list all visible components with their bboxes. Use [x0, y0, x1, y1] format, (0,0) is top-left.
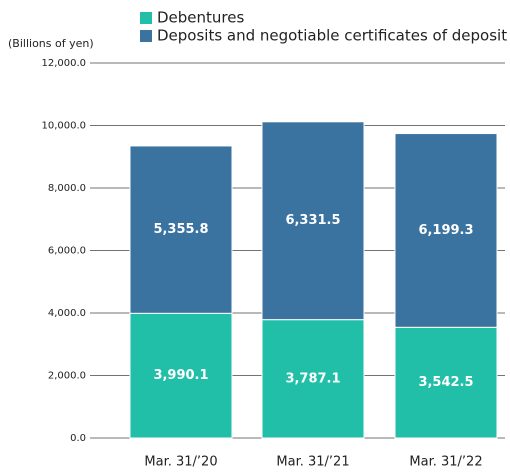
y-tick-label: 10,000.0 [41, 121, 86, 132]
value-label: 5,355.8 [153, 222, 208, 237]
y-tick-label: 0.0 [70, 433, 86, 444]
legend-swatch [140, 30, 152, 42]
bar-segment [394, 326, 498, 439]
value-label: 3,787.1 [285, 371, 340, 386]
y-tick-label: 6,000.0 [48, 246, 86, 257]
legend-label: Deposits and negotiable certificates of … [157, 27, 507, 45]
x-tick-label: Mar. 31/’22 [409, 455, 482, 470]
y-axis-label: (Billions of yen) [8, 37, 94, 50]
legend-swatch [140, 12, 152, 24]
bar-segment [261, 319, 365, 439]
y-tick-label: 8,000.0 [48, 183, 86, 194]
y-tick-label: 12,000.0 [41, 58, 86, 69]
bar-segment [129, 145, 233, 314]
value-label: 3,990.1 [153, 368, 208, 383]
legend-label: Debentures [157, 9, 244, 27]
bar-segment [129, 312, 233, 439]
bar-segment [394, 133, 498, 328]
x-tick-label: Mar. 31/’20 [144, 455, 217, 470]
value-label: 6,331.5 [285, 213, 340, 228]
value-label: 3,542.5 [418, 375, 473, 390]
bar-segment [261, 121, 365, 321]
y-tick-label: 4,000.0 [48, 308, 86, 319]
value-label: 6,199.3 [418, 223, 473, 238]
x-tick-label: Mar. 31/’21 [276, 455, 349, 470]
y-tick-label: 2,000.0 [48, 371, 86, 382]
